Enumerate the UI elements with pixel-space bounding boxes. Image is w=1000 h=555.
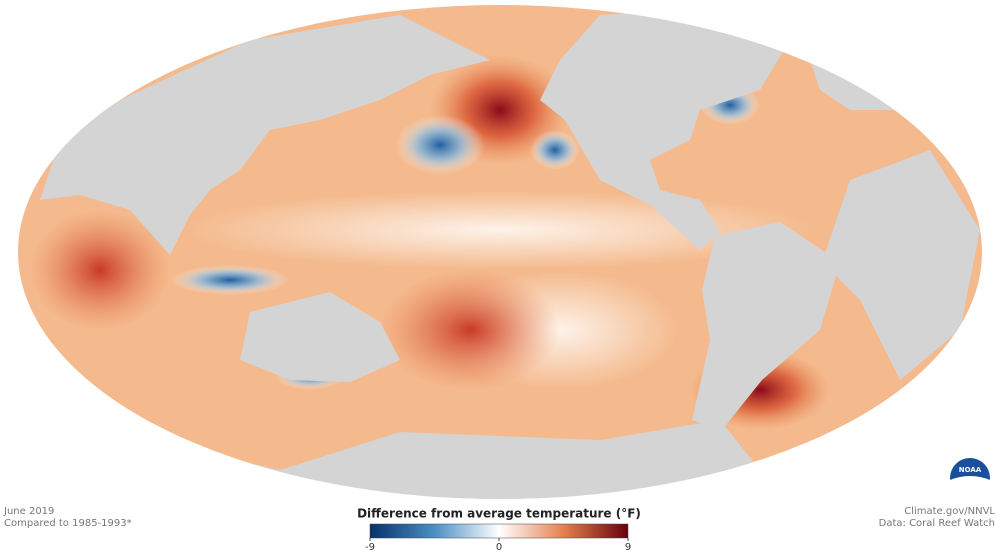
baseline: Compared to 1985-1993* [4,518,132,529]
date: June 2019 [3,506,54,517]
data-credit: Data: Coral Reef Watch [879,518,995,529]
logo-text: NOAA [959,466,982,474]
colorbar [369,523,629,539]
legend-title: Difference from average temperature (°F) [357,507,641,521]
noaa-logo: NOAA [950,458,990,500]
source: Climate.gov/NNVL [904,506,995,517]
colorbar-tick-label: 9 [625,542,631,553]
colorbar-tick-label: 0 [496,542,502,553]
colorbar-tick-label: -9 [365,542,375,553]
